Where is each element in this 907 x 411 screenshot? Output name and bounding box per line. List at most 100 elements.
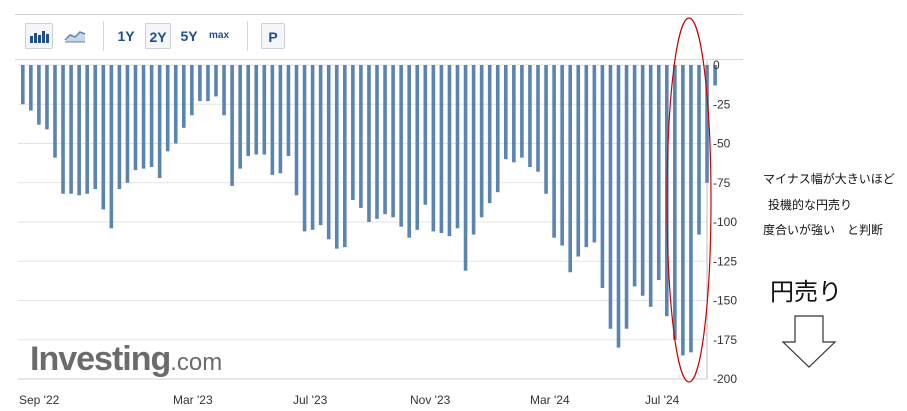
range-5y-button[interactable]: 5Y: [180, 28, 198, 44]
toolbar-divider: [103, 21, 104, 51]
bar: [286, 65, 291, 157]
chart-bars: [21, 65, 717, 356]
bar: [77, 65, 81, 196]
bar: [278, 65, 283, 174]
chart-toolbar: 1Y 2Y 5Y max P: [15, 15, 743, 60]
area-chart-icon[interactable]: [61, 23, 89, 49]
bar: [463, 65, 468, 271]
bar: [141, 65, 146, 169]
annotation-line-2: 投機的な円売り: [768, 198, 853, 212]
p-button[interactable]: P: [261, 23, 285, 49]
bar: [471, 65, 476, 235]
bar: [326, 65, 331, 240]
bar: [568, 65, 572, 273]
x-tick-label: Nov '23: [410, 393, 451, 407]
x-tick-label: Mar '23: [173, 393, 213, 407]
bar: [69, 65, 73, 194]
bar: [383, 65, 387, 215]
bar: [149, 65, 154, 168]
bar: [367, 65, 371, 222]
bar: [343, 65, 347, 248]
bar: [616, 65, 621, 348]
chart-panel: 1Y 2Y 5Y max P: [15, 14, 743, 410]
bar: [495, 65, 500, 193]
bar: [133, 65, 138, 171]
bar: [206, 65, 210, 102]
range-max-button[interactable]: max: [208, 30, 229, 41]
bar: [632, 65, 637, 287]
bar: [302, 65, 307, 232]
watermark-suffix: .com: [170, 349, 223, 376]
bar: [455, 65, 460, 229]
bar: [648, 65, 653, 307]
bar: [53, 65, 57, 158]
x-tick-label: Sep '22: [19, 393, 60, 407]
bar: [584, 65, 589, 248]
bar: [431, 65, 436, 232]
bar: [230, 65, 234, 186]
annotation-line-3: 度合いが強い と判断: [763, 223, 884, 237]
bar: [407, 65, 411, 238]
bar: [254, 65, 259, 155]
range-1y-button[interactable]: 1Y: [117, 28, 135, 44]
bar: [705, 65, 709, 183]
x-tick-label: Jul '24: [645, 393, 680, 407]
bar: [93, 65, 98, 190]
bar: [415, 65, 420, 230]
y-tick-label: -150: [713, 294, 737, 308]
bar: [487, 65, 492, 204]
bar: [182, 65, 186, 128]
y-tick-label: -50: [713, 137, 731, 151]
bar-chart-icon[interactable]: [25, 23, 53, 49]
bar: [318, 65, 323, 226]
y-tick-label: -25: [713, 97, 731, 111]
highlight-ellipse: [666, 17, 712, 383]
bar: [399, 65, 403, 227]
bar: [238, 65, 242, 169]
bar: [165, 65, 170, 152]
bar: [689, 65, 693, 353]
bar: [640, 65, 645, 296]
bar: [552, 65, 556, 238]
bar: [608, 65, 613, 329]
bar: [173, 65, 178, 144]
y-axis: 0 -25 -50 -75 -100 -125 -150 -175 -200: [713, 58, 737, 386]
bar: [576, 65, 581, 257]
bar: [37, 65, 41, 125]
bar: [656, 65, 661, 281]
bar: [439, 65, 444, 233]
bar: [85, 65, 89, 194]
bar: [262, 65, 267, 155]
y-tick-label: 0: [713, 58, 720, 72]
bar: [222, 65, 226, 116]
bar: [592, 65, 597, 243]
bar: [294, 65, 299, 196]
range-2y-button[interactable]: 2Y: [145, 23, 171, 49]
bar: [117, 65, 122, 190]
bar: [544, 65, 548, 194]
bar: [375, 65, 379, 219]
bar: [101, 65, 106, 210]
bar: [45, 65, 49, 130]
bar: [624, 65, 629, 329]
watermark-main: Investing: [30, 340, 171, 378]
investing-watermark: Investing.com: [30, 340, 222, 379]
bar: [681, 65, 685, 356]
bar: [190, 65, 194, 116]
down-arrow-icon: [781, 315, 837, 368]
bar: [157, 65, 162, 179]
bar: [334, 65, 339, 249]
bar: [600, 65, 605, 288]
y-tick-label: -100: [713, 215, 737, 229]
bar: [697, 65, 701, 235]
x-axis: Sep '22 Mar '23 Jul '23 Nov '23 Mar '24 Jul '…: [19, 393, 680, 407]
bar: [270, 65, 275, 175]
bar: [351, 65, 355, 201]
bar: [198, 65, 202, 102]
x-tick-label: Jul '23: [293, 393, 328, 407]
y-tick-label: -125: [713, 254, 737, 268]
bar: [29, 65, 33, 111]
y-tick-label: -175: [713, 333, 737, 347]
bar: [528, 65, 532, 168]
